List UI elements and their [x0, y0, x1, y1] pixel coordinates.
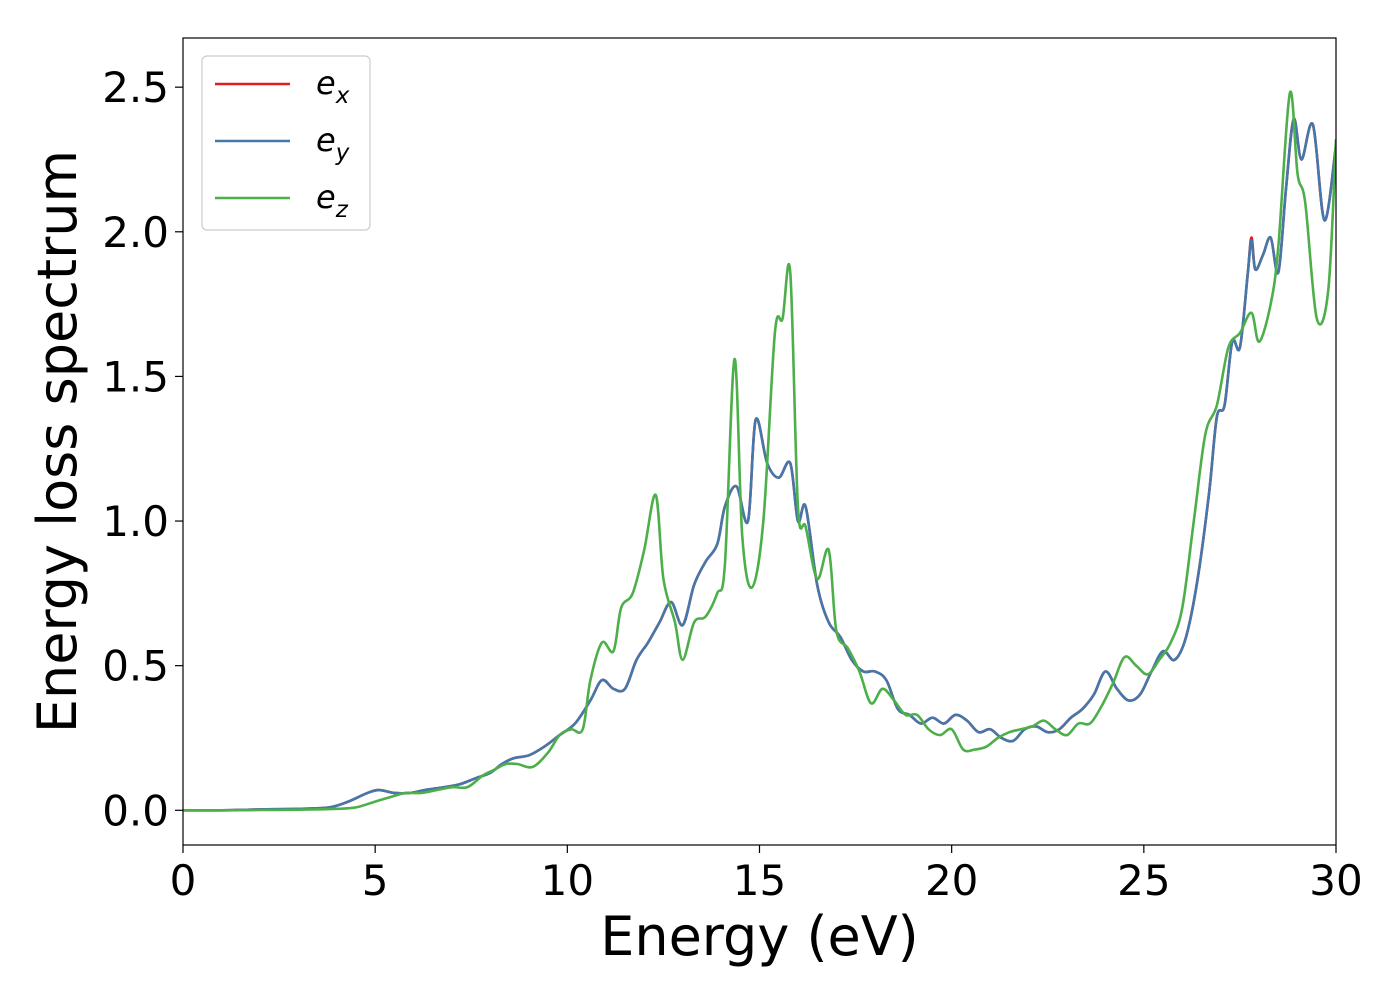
plot-lines: [183, 90, 1336, 812]
x-tick-label: 0: [170, 856, 197, 905]
y-tick-label: 2.0: [102, 208, 169, 257]
y-axis-ticks: 0.0 0.5 1.0 1.5 2.0 2.5: [102, 63, 183, 835]
y-tick-label: 2.5: [102, 63, 169, 112]
legend-label-e-z: ez: [316, 178, 349, 223]
y-tick-label: 1.0: [102, 497, 169, 546]
y-tick-label: 0.5: [102, 642, 169, 691]
x-tick-label: 5: [362, 856, 389, 905]
legend: ex ey ez: [201, 55, 371, 231]
y-tick-label: 0.0: [102, 786, 169, 835]
y-axis-label: Energy loss spectrum: [26, 150, 89, 733]
x-axis-ticks: 0 5 10 15 20 25 30: [170, 845, 1363, 905]
x-tick-label: 10: [541, 856, 594, 905]
series-line-e-z: [183, 90, 1336, 812]
series-line-e-y: [183, 117, 1336, 812]
x-tick-label: 20: [925, 856, 978, 905]
legend-label-e-y: ey: [316, 121, 350, 166]
x-tick-label: 15: [733, 856, 786, 905]
x-axis-label: Energy (eV): [600, 905, 919, 968]
legend-label-e-x: ex: [316, 64, 350, 109]
legend-box: [201, 55, 371, 231]
y-tick-label: 1.5: [102, 352, 169, 401]
x-tick-label: 25: [1117, 856, 1170, 905]
x-tick-label: 30: [1309, 856, 1362, 905]
